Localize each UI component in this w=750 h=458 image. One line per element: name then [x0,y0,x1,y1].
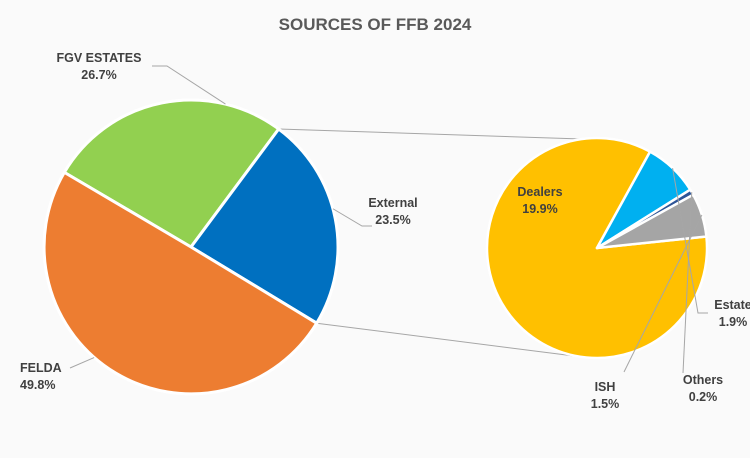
slice-felda [42,170,319,396]
label-others-name: Others [683,373,723,387]
leader-others [682,192,693,374]
label-external-value: 23.5% [375,213,410,227]
chart-title: SOURCES OF FFB 2024 [279,15,472,34]
label-ish-value: 1.5% [591,397,620,411]
connector-line-top [278,128,583,140]
leader-estate [672,167,708,314]
label-felda-name: FELDA [20,361,62,375]
leader-external [332,208,372,227]
connector-lines [278,128,583,358]
leader-fgv-estates [152,65,226,105]
breakdown-pie [485,136,709,360]
label-dealers-name: Dealers [517,185,562,199]
leader-felda [69,357,95,369]
slice-external [189,127,340,325]
label-felda-value: 49.8% [20,378,55,392]
slice-fgv-estates [62,98,281,249]
label-others-value: 0.2% [689,390,718,404]
leader-lines [69,65,708,374]
slice-ish [595,193,708,250]
label-external-name: External [368,196,417,210]
label-dealers-value: 19.9% [522,202,557,216]
slice-labels: FGV ESTATES 26.7% External 23.5% FELDA 49.8% D… [20,51,750,411]
label-fgv-estates-value: 26.7% [81,68,116,82]
label-ish-name: ISH [595,380,616,394]
connector-line-bottom [316,322,583,358]
leader-ish [623,214,703,373]
label-fgv-estates-name: FGV ESTATES [57,51,142,65]
main-pie [42,98,340,396]
label-estate-name: Estate [714,298,750,312]
label-estate-value: 1.9% [719,315,748,329]
